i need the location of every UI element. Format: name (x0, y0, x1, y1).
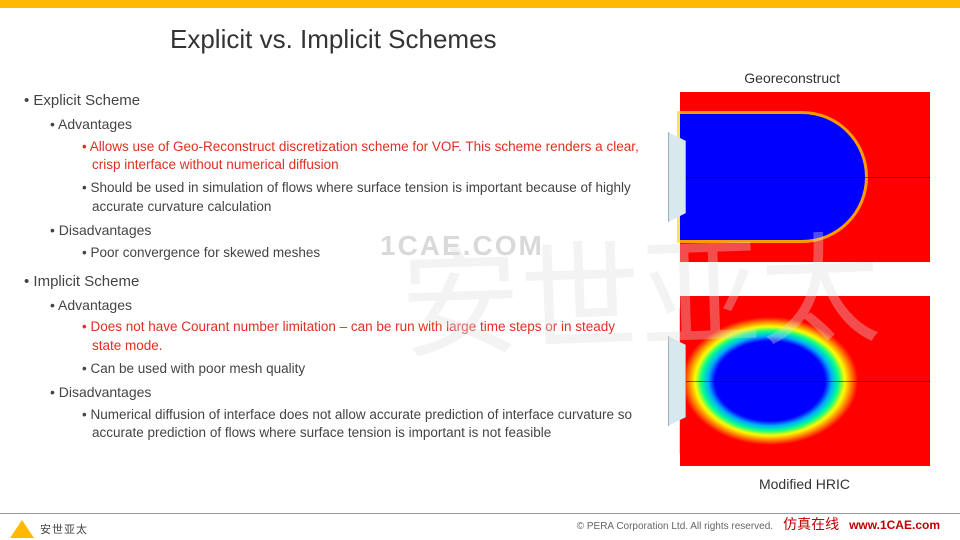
nozzle-shape (668, 132, 686, 222)
site-url: www.1CAE.com (849, 518, 940, 532)
centerline (680, 381, 930, 382)
explicit-dis-label: Disadvantages (20, 221, 640, 241)
implicit-adv-label: Advantages (20, 296, 640, 316)
modified-hric-image (680, 296, 930, 466)
explicit-adv-2: Should be used in simulation of flows wh… (20, 179, 640, 217)
watermark-text: 1CAE.COM (380, 230, 544, 262)
implicit-dis-label: Disadvantages (20, 383, 640, 403)
slide-title: Explicit vs. Implicit Schemes (170, 24, 497, 55)
copyright-text: © PERA Corporation Ltd. All rights reser… (577, 521, 773, 532)
footer-logo: 安世亚太 (10, 520, 88, 538)
explicit-dis-1: Poor convergence for skewed meshes (20, 244, 640, 263)
logo-triangle-icon (10, 520, 34, 538)
bottom-image-label: Modified HRIC (759, 476, 850, 492)
explicit-adv-1: Allows use of Geo-Reconstruct discretiza… (20, 138, 640, 176)
implicit-dis-1: Numerical diffusion of interface does no… (20, 406, 640, 444)
implicit-adv-2: Can be used with poor mesh quality (20, 360, 640, 379)
explicit-heading: Explicit Scheme (20, 90, 640, 111)
nozzle-shape (668, 336, 686, 426)
site-brand: 仿真在线 (783, 514, 839, 534)
top-image-label: Georeconstruct (744, 70, 840, 86)
explicit-adv-label: Advantages (20, 115, 640, 135)
logo-text: 安世亚太 (40, 521, 88, 537)
accent-top-bar (0, 0, 960, 8)
georeconstruct-image (680, 92, 930, 262)
centerline (680, 177, 930, 178)
implicit-adv-1: Does not have Courant number limitation … (20, 318, 640, 356)
footer-right: © PERA Corporation Ltd. All rights reser… (577, 514, 940, 534)
implicit-heading: Implicit Scheme (20, 271, 640, 292)
body-content: Explicit Scheme Advantages Allows use of… (20, 90, 640, 447)
